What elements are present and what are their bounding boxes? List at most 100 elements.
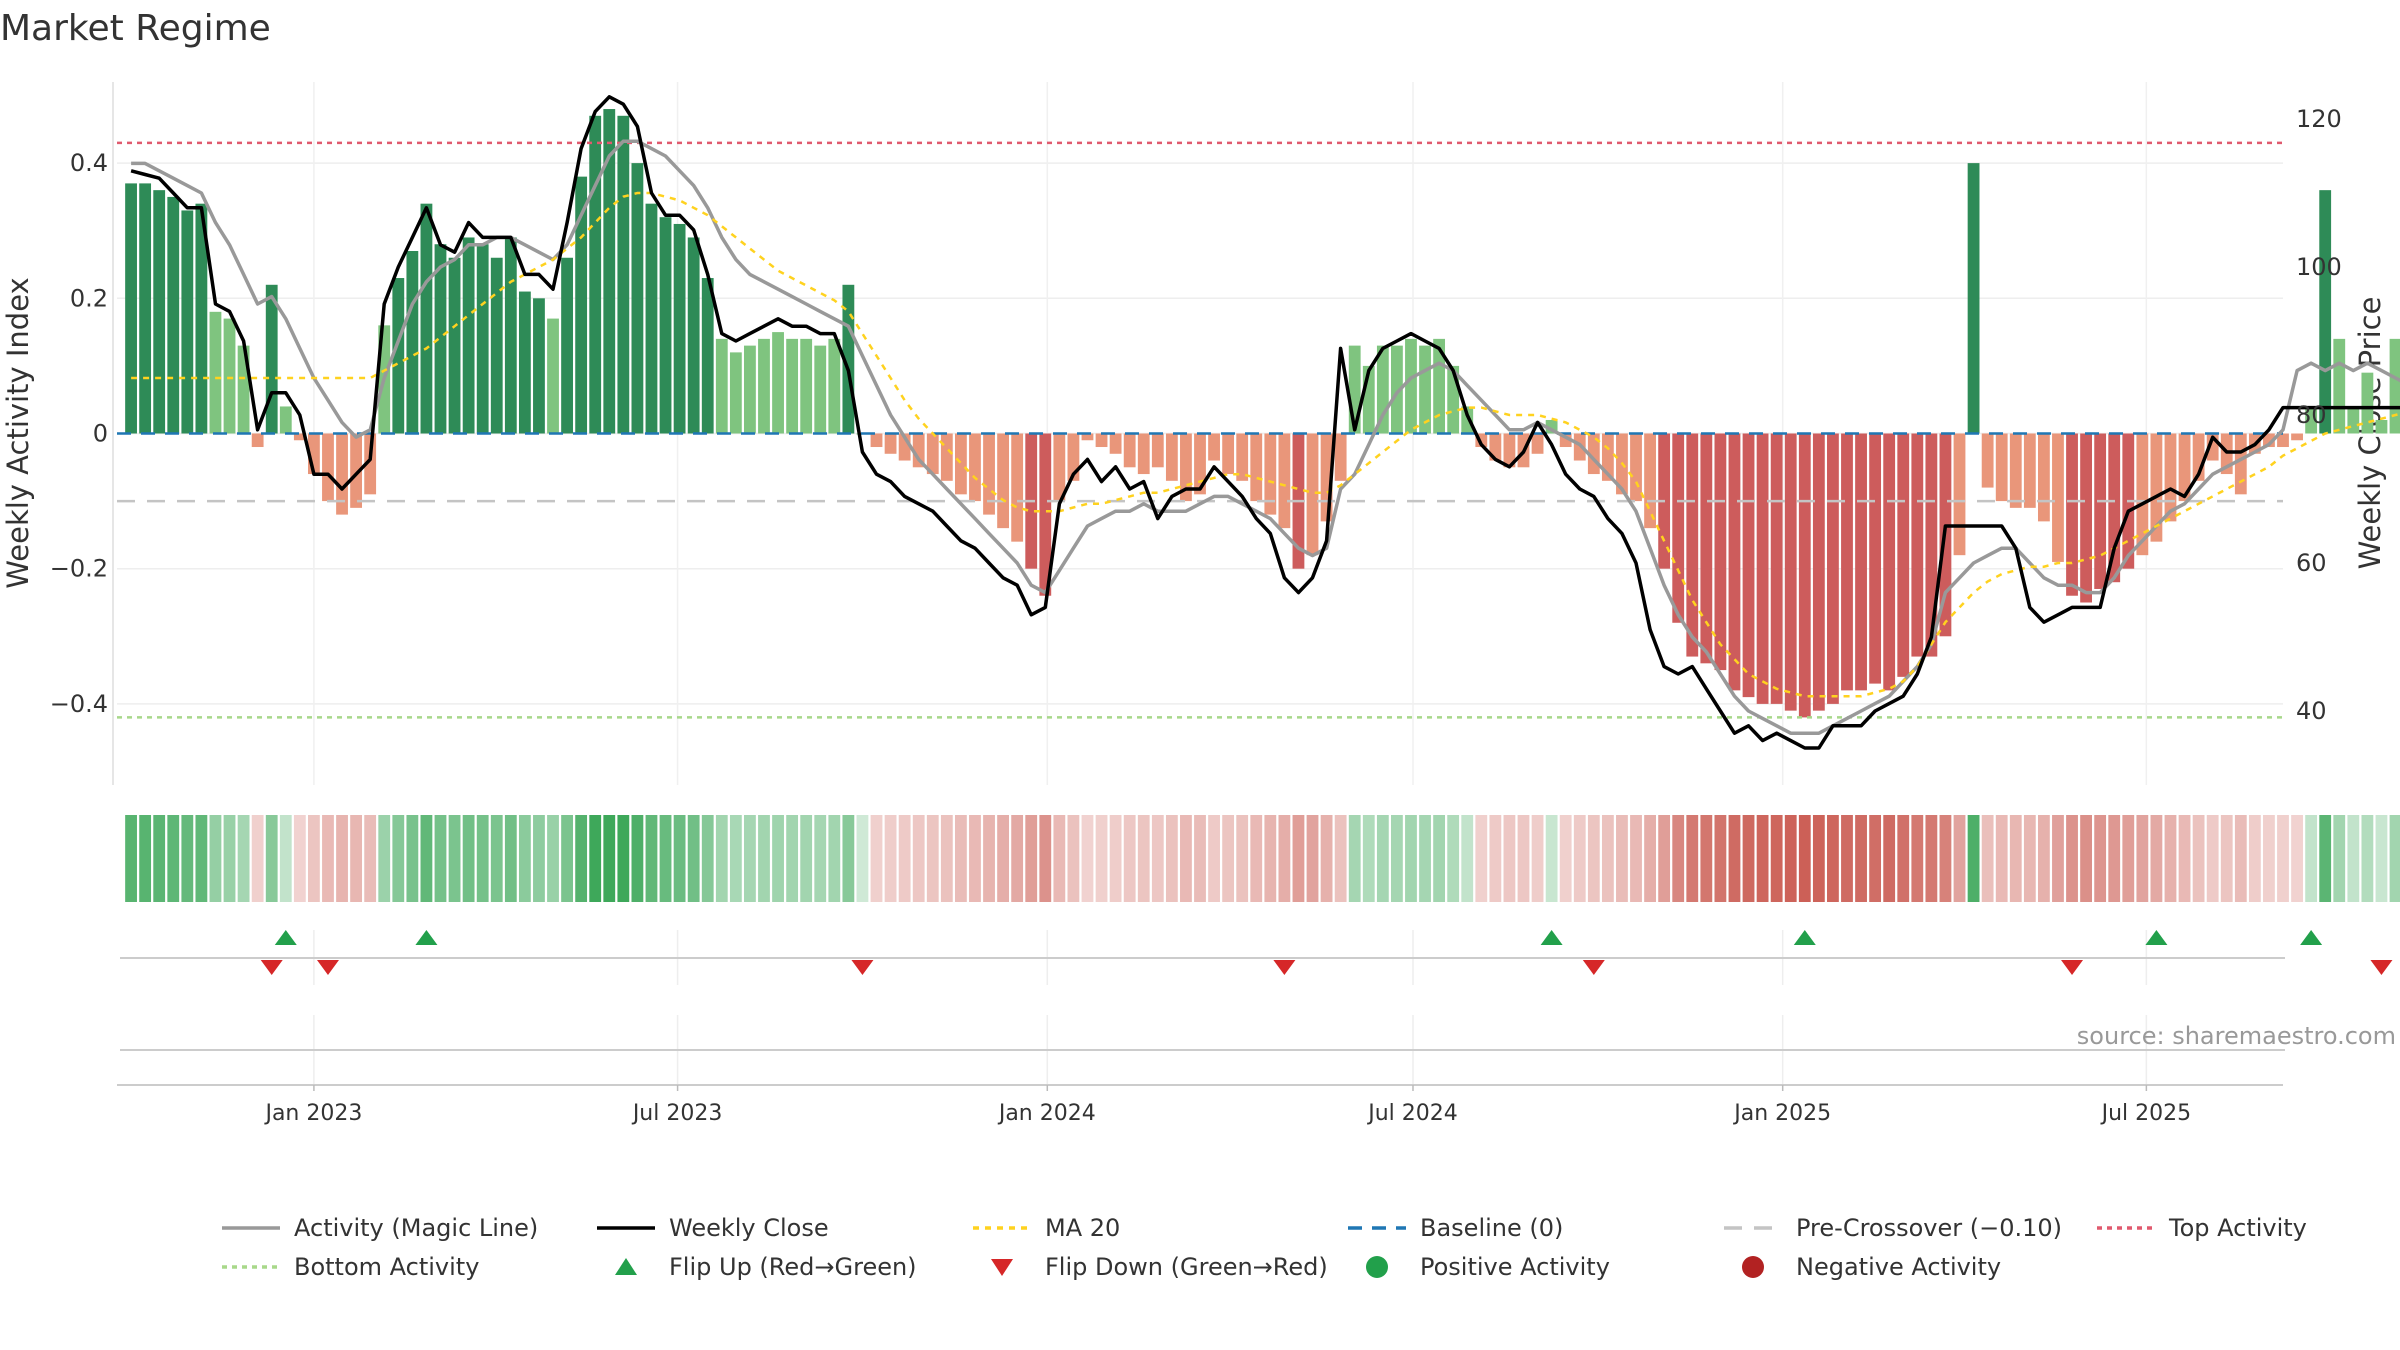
activity-bar	[617, 115, 630, 434]
regime-strip-cell	[2164, 815, 2177, 902]
y-right-tick-label: 120	[2296, 105, 2342, 133]
regime-strip-cell	[1165, 815, 1178, 902]
regime-strip-cell	[167, 815, 180, 902]
activity-bar	[1672, 433, 1685, 623]
regime-strip-cell	[1630, 815, 1642, 902]
y-right-tick-label: 40	[2296, 697, 2327, 725]
regime-strip-cell	[1433, 815, 1446, 902]
regime-strip-cell	[2108, 815, 2121, 902]
activity-bar	[1756, 433, 1769, 704]
activity-bar	[279, 406, 292, 434]
activity-bar	[1320, 433, 1333, 522]
activity-bar	[2164, 433, 2177, 522]
regime-strip-cell	[954, 815, 967, 902]
regime-strip-cell	[223, 815, 236, 902]
activity-bar	[2150, 433, 2163, 542]
legend-label: Bottom Activity	[294, 1253, 479, 1281]
flip-up-marker	[415, 930, 438, 945]
legend-label: Pre-Crossover (−0.10)	[1796, 1214, 2062, 1242]
regime-strip-cell	[209, 815, 222, 902]
activity-bar	[1869, 433, 1882, 684]
activity-bar	[1601, 433, 1614, 481]
activity-bar	[884, 433, 897, 454]
activity-bar	[2052, 433, 2064, 562]
activity-bar	[1264, 433, 1277, 515]
activity-bar	[265, 284, 278, 434]
activity-bar	[1798, 433, 1811, 718]
regime-strip-cell	[1925, 815, 1938, 902]
regime-strip	[125, 815, 2400, 902]
activity-bar	[828, 338, 841, 434]
x-tick-label: Jan 2025	[1732, 1101, 1831, 1126]
regime-strip-cell	[2178, 815, 2191, 902]
activity-bar	[1123, 433, 1136, 468]
y-left-tick-label: −0.4	[50, 690, 108, 718]
regime-strip-cell	[504, 815, 517, 902]
regime-strip-cell	[744, 815, 756, 902]
regime-strip-cell	[1855, 815, 1867, 902]
activity-bar	[1250, 433, 1263, 502]
regime-strip-cell	[603, 815, 616, 902]
regime-strip-cell	[997, 815, 1009, 902]
regime-strip-cell	[1728, 815, 1741, 902]
activity-bar	[1700, 433, 1713, 664]
regime-strip-cell	[139, 815, 152, 902]
regime-strip-cell	[448, 815, 461, 902]
flip-up-marker	[1540, 930, 1563, 945]
flip-down-marker	[316, 960, 339, 975]
x-tick-label: Jan 2024	[997, 1101, 1096, 1126]
regime-strip-cell	[293, 815, 306, 902]
activity-bar	[1925, 433, 1938, 657]
activity-bar	[125, 183, 137, 434]
activity-bar	[786, 338, 799, 434]
activity-bar	[575, 176, 588, 434]
regime-strip-cell	[1095, 815, 1108, 902]
regime-strip-cell	[1601, 815, 1614, 902]
regime-strip-cell	[1137, 815, 1150, 902]
activity-bar	[2206, 433, 2219, 461]
activity-bar	[1208, 433, 1220, 461]
legend-label: Baseline (0)	[1420, 1214, 1563, 1242]
regime-strip-cell	[1376, 815, 1389, 902]
flip-down-marker	[851, 960, 874, 975]
legend-item: Top Activity	[2097, 1214, 2307, 1242]
activity-bar	[1587, 433, 1600, 475]
activity-bar	[2037, 433, 2050, 522]
regime-strip-cell	[406, 815, 419, 902]
regime-strip-cell	[2277, 815, 2289, 902]
activity-bar	[701, 278, 714, 434]
x-tick-label: Jul 2023	[631, 1101, 723, 1126]
activity-bar	[2361, 372, 2374, 434]
activity-bar	[1053, 433, 1066, 502]
legend-label: Flip Up (Red→Green)	[669, 1253, 917, 1281]
activity-bar	[1137, 433, 1150, 475]
regime-strip-cell	[2305, 815, 2318, 902]
legend-label: MA 20	[1045, 1214, 1120, 1242]
regime-strip-cell	[1109, 815, 1122, 902]
regime-strip-cell	[1798, 815, 1811, 902]
activity-bar	[1995, 433, 2008, 502]
activity-bar	[1095, 433, 1108, 448]
activity-bar	[434, 244, 447, 434]
activity-bar	[842, 284, 855, 434]
activity-bar	[772, 332, 784, 434]
regime-strip-cell	[659, 815, 672, 902]
activity-bar	[181, 210, 194, 434]
activity-bar	[364, 433, 377, 495]
activity-bar	[1334, 433, 1347, 481]
activity-bar	[814, 345, 827, 434]
activity-bar	[969, 433, 981, 502]
activity-bar	[1165, 433, 1178, 481]
regime-strip-cell	[1939, 815, 1952, 902]
activity-bar	[1391, 345, 1403, 434]
regime-strip-cell	[589, 815, 602, 902]
activity-bar	[912, 433, 925, 468]
regime-strip-cell	[1222, 815, 1235, 902]
regime-strip-cell	[561, 815, 573, 902]
y-right-tick-label: 60	[2296, 549, 2327, 577]
legend-label: Flip Down (Green→Red)	[1045, 1253, 1328, 1281]
legend-item: Pre-Crossover (−0.10)	[1724, 1214, 2062, 1242]
regime-strip-cell	[729, 815, 742, 902]
activity-bar	[997, 433, 1009, 529]
regime-strip-cell	[575, 815, 588, 902]
